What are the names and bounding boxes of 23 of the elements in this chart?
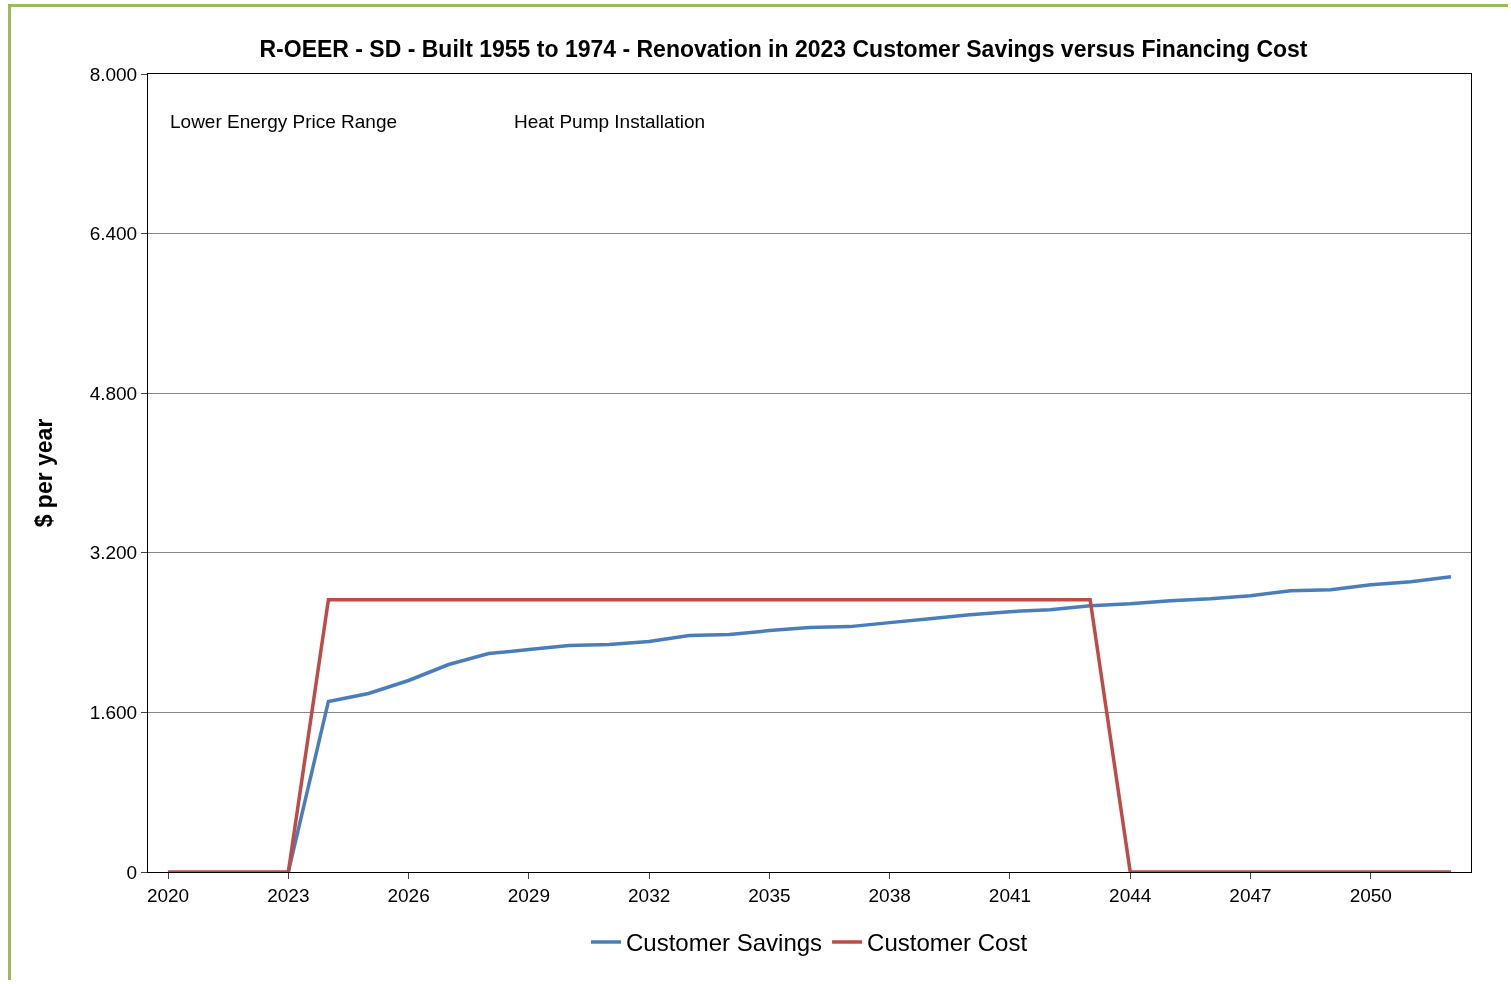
y-tick-label: 0 — [126, 861, 138, 883]
x-tick-label: 2044 — [1109, 884, 1152, 906]
y-tick-label: 6.400 — [89, 223, 138, 245]
x-tick-label: 2038 — [868, 884, 911, 906]
y-tick-label: 3.200 — [89, 542, 138, 564]
legend-label: Customer Cost — [867, 929, 1028, 957]
x-tick-label: 2032 — [628, 884, 671, 906]
x-tick-label: 2026 — [387, 884, 430, 906]
legend-label: Customer Savings — [626, 929, 823, 957]
y-tick-label: 1.600 — [89, 702, 138, 724]
x-tick-label: 2023 — [267, 884, 310, 906]
x-tick-label: 2050 — [1349, 884, 1392, 906]
x-tick-label: 2029 — [507, 884, 550, 906]
y-tick-label: 8.000 — [89, 63, 138, 85]
y-axis-title: $ per year — [31, 418, 58, 528]
x-tick-label: 2041 — [988, 884, 1032, 906]
annotation: Lower Energy Price Range — [170, 111, 398, 132]
chart-title: R-OEER - SD - Built 1955 to 1974 - Renovation in 2023 Customer Savings versus Financing Cost — [259, 36, 1308, 63]
x-tick-label: 2020 — [146, 884, 190, 906]
x-tick-label: 2047 — [1229, 884, 1272, 906]
annotation: Heat Pump Installation — [514, 111, 706, 132]
y-tick-label: 4.800 — [89, 382, 138, 404]
x-tick-label: 2035 — [748, 884, 791, 906]
